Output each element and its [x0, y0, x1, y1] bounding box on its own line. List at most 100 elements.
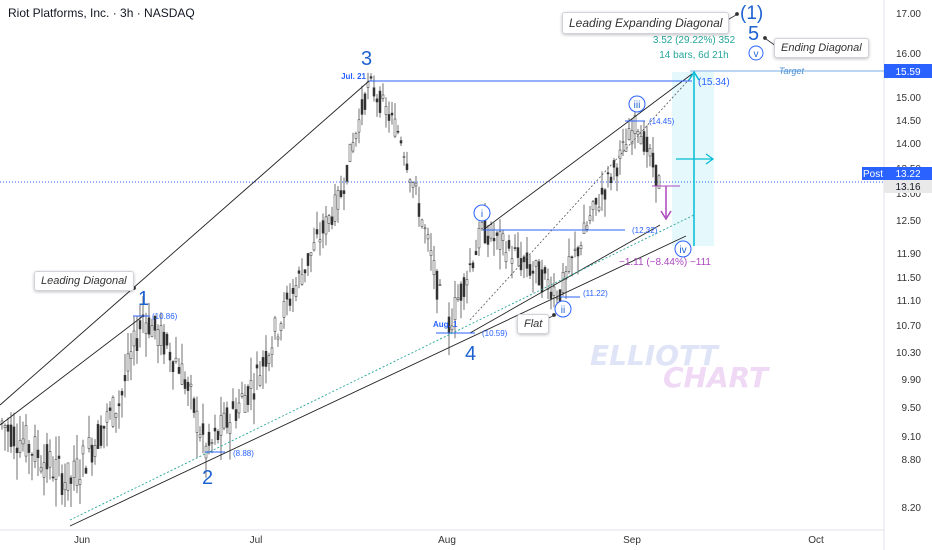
candle-body — [297, 270, 301, 274]
callout-flat[interactable]: Flat — [517, 314, 550, 334]
candle-body — [378, 90, 382, 113]
candle-body — [360, 99, 364, 115]
wave-1-label: 1 — [138, 288, 149, 310]
candle-body — [9, 424, 13, 447]
wave-2-label: 2 — [202, 467, 213, 489]
callout-leading-expanding-diagonal[interactable]: Leading Expanding Diagonal — [562, 12, 730, 34]
candle-body — [93, 445, 97, 457]
candle-body — [570, 256, 574, 259]
candle-body — [30, 454, 34, 456]
candle-body — [195, 410, 199, 433]
candle-body — [561, 272, 565, 293]
candle-body — [591, 201, 595, 210]
candle-body — [18, 440, 22, 453]
candle-body — [15, 447, 19, 454]
candle-body — [525, 252, 529, 269]
candle-body — [489, 224, 493, 239]
candle-body — [306, 253, 310, 266]
candle-body — [285, 292, 289, 300]
candle-body — [585, 225, 589, 230]
callout-leading-diagonal[interactable]: Leading Diagonal — [34, 271, 134, 291]
post-price-tag — [884, 167, 932, 180]
candle-body — [270, 347, 274, 355]
candle-body — [336, 190, 340, 210]
candle-body — [111, 397, 115, 427]
candle-body — [261, 357, 265, 367]
candle-body — [528, 264, 532, 276]
candle-body — [471, 262, 475, 269]
price-tick-label: 10.30 — [896, 348, 921, 359]
candle-body — [102, 425, 106, 429]
time-tick-label: Aug — [438, 535, 456, 546]
candle-body — [396, 130, 400, 133]
candle-body — [66, 462, 70, 491]
candle-body — [495, 232, 499, 236]
candle-body — [414, 182, 418, 187]
candle-body — [315, 229, 319, 235]
candle-body — [72, 460, 76, 478]
candle-body — [510, 258, 514, 264]
candle-body — [450, 325, 454, 331]
candle-body — [105, 411, 109, 423]
candle-body — [288, 298, 292, 306]
candle-body — [480, 222, 484, 229]
wave-ii-circle — [554, 300, 572, 318]
candle-body — [573, 248, 577, 251]
price-tick-label: 17.00 — [896, 9, 921, 20]
candle-body — [240, 393, 244, 397]
price-tick-label: 11.10 — [897, 296, 922, 307]
price-tick-label: 9.90 — [902, 375, 922, 386]
candle-body — [132, 330, 136, 347]
target-price-tag — [884, 64, 932, 78]
candle-body — [654, 164, 658, 186]
candle-body — [492, 238, 496, 242]
candle-body — [171, 361, 175, 372]
candle-body — [150, 325, 154, 338]
candle-body — [138, 320, 142, 330]
note-wave4: (10.59) — [482, 329, 508, 338]
last-price-value: 13.16 — [895, 182, 920, 193]
candle-body — [642, 131, 646, 152]
candle-body — [477, 227, 481, 249]
note-wave-ii: (11.22) — [583, 289, 608, 298]
candle-body — [636, 131, 640, 135]
candle-body — [153, 315, 157, 331]
candle-body — [189, 383, 193, 387]
target-price-value: 15.59 — [895, 67, 920, 78]
time-tick-label: Sep — [623, 535, 641, 546]
candle-body — [291, 288, 295, 294]
wave-lines — [0, 73, 693, 527]
candle-body — [408, 179, 412, 183]
candle-body — [504, 252, 508, 263]
candle-body — [387, 114, 391, 121]
candle-body — [222, 412, 226, 429]
candle-body — [339, 190, 343, 197]
candle-body — [381, 94, 385, 99]
candle-body — [627, 128, 631, 140]
candle-body — [207, 431, 211, 446]
candle-body — [87, 437, 91, 449]
candle-body — [618, 149, 622, 159]
candle-body — [453, 297, 457, 320]
candle-body — [462, 277, 466, 297]
time-tick-label: Jul — [250, 535, 263, 546]
candle-body — [258, 375, 262, 386]
candle-body — [426, 234, 430, 240]
candle-body — [42, 462, 46, 478]
candle-body — [420, 219, 424, 227]
candle-body — [621, 141, 625, 144]
post-label: Post — [863, 169, 883, 180]
candle-body — [183, 379, 187, 389]
candle-body — [327, 215, 331, 224]
candle-body — [402, 156, 406, 158]
candle-body — [186, 381, 190, 391]
candle-body — [516, 247, 520, 258]
callout-ending-diagonal[interactable]: Ending Diagonal — [774, 38, 869, 58]
candle-body — [303, 269, 307, 274]
price-tick-label: 14.50 — [896, 116, 921, 127]
candle-body — [231, 401, 235, 409]
candle-body — [459, 283, 463, 301]
candle-body — [273, 317, 277, 332]
candle-body — [324, 216, 328, 235]
